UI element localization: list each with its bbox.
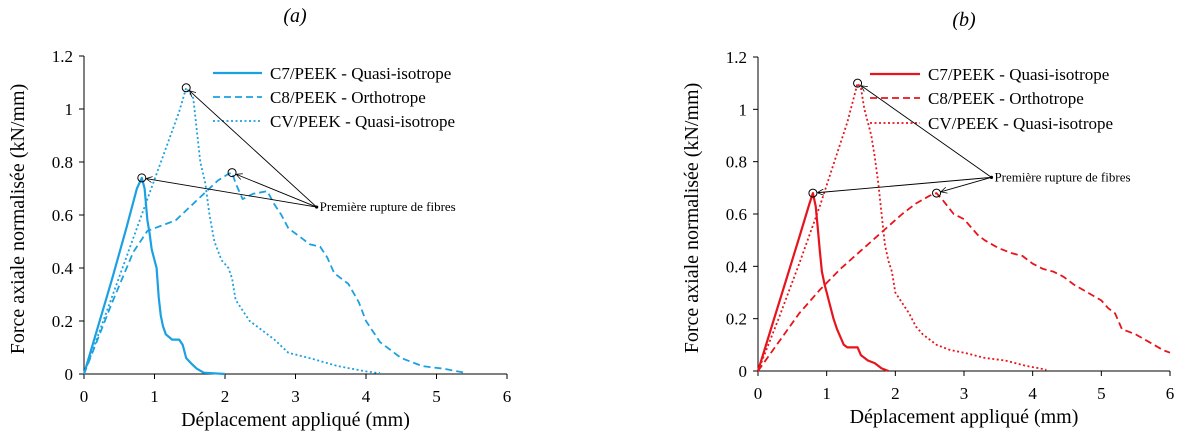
x-tick-label: 1 [150, 387, 159, 406]
annotation-arrow [941, 176, 992, 191]
x-axis-label: Déplacement appliqué (mm) [850, 406, 1079, 428]
legend-label: C7/PEEK - Quasi-isotrope [270, 64, 451, 83]
x-tick-label: 6 [1166, 384, 1175, 403]
x-tick-label: 3 [960, 384, 969, 403]
series-line-1 [82, 176, 226, 376]
first-fiber-break-marker [227, 168, 237, 178]
y-axis-label: Force axiale normalisée (kN/mm) [7, 84, 29, 354]
panel-a: (a) 0 1 2 3 4 5 6 0 0.2 0.4 0.6 0.8 1 1.2 Déplacement a… [7, 5, 511, 431]
y-tick-label: 1.2 [52, 47, 73, 66]
first-fiber-break-marker [181, 83, 191, 93]
y-axis-label: Force axiale normalisée (kN/mm) [681, 83, 703, 353]
x-tick-label: 5 [432, 387, 441, 406]
y-tick-label: 1.2 [726, 48, 747, 67]
y-tick-label: 0.6 [52, 206, 73, 225]
x-tick-label: 6 [503, 387, 512, 406]
y-tick-label: 0.6 [726, 205, 747, 224]
y-tick-label: 0.4 [726, 257, 748, 276]
annotation-arrow [818, 176, 992, 192]
y-tick-label: 0 [65, 365, 74, 384]
y-tick-label: 0.4 [52, 259, 74, 278]
annotation-anchor-dot [315, 205, 319, 209]
x-tick-label: 0 [754, 384, 763, 403]
legend-label: CV/PEEK - Quasi-isotrope [928, 114, 1113, 133]
series-line-2 [757, 192, 1171, 372]
annotation-label: Première rupture de fibres [994, 169, 1130, 184]
annotation-anchor-dot [989, 175, 994, 179]
legend-label: C7/PEEK - Quasi-isotrope [928, 65, 1109, 84]
x-tick-label: 0 [80, 387, 89, 406]
y-tick-label: 1 [739, 100, 748, 119]
x-axis-label: Déplacement appliqué (mm) [181, 409, 410, 431]
y-tick-label: 0.8 [726, 153, 747, 172]
y-tick-label: 0.2 [52, 312, 73, 331]
annotation-arrow [237, 174, 317, 208]
y-tick-label: 0.8 [52, 153, 73, 172]
x-tick-label: 4 [362, 387, 371, 406]
panel-label: (a) [283, 5, 307, 27]
first-fiber-break-marker [932, 188, 942, 198]
first-fiber-break-marker [137, 173, 147, 183]
legend-label: C8/PEEK - Orthotrope [270, 88, 426, 107]
panel-label: (b) [952, 9, 976, 31]
first-fiber-break-marker [808, 188, 818, 198]
x-tick-label: 2 [891, 384, 900, 403]
legend-label: CV/PEEK - Quasi-isotrope [270, 112, 455, 131]
y-tick-label: 1 [65, 100, 74, 119]
first-fiber-break-marker [853, 78, 863, 88]
x-tick-label: 1 [822, 384, 831, 403]
panel-b: (b) 0 1 2 3 4 5 6 0 0.2 0.4 0.6 0.8 1 1.2 Déplacement a… [681, 9, 1174, 428]
legend-label: C8/PEEK - Orthotrope [928, 89, 1084, 108]
x-tick-label: 2 [221, 387, 230, 406]
x-tick-label: 5 [1097, 384, 1106, 403]
series-line-1 [756, 192, 889, 373]
y-tick-label: 0.2 [726, 310, 747, 329]
annotation-label: Première rupture de fibres [320, 199, 456, 214]
annotation-arrow [190, 91, 317, 208]
series-line-2 [83, 171, 465, 375]
annotation-arrow [147, 179, 317, 208]
series-line-3 [83, 86, 381, 375]
y-tick-label: 0 [739, 362, 748, 381]
annotation-arrow [862, 86, 992, 178]
x-tick-label: 3 [291, 387, 300, 406]
x-tick-label: 4 [1028, 384, 1037, 403]
